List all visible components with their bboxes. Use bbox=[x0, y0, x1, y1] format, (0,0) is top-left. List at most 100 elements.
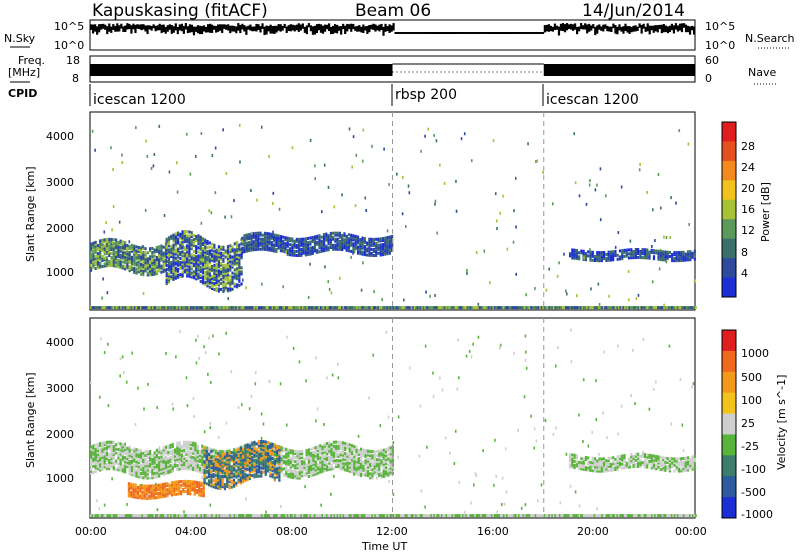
heatmap-cell bbox=[188, 246, 191, 250]
heatmap-cell bbox=[139, 459, 143, 463]
heatmap-cell bbox=[176, 466, 179, 470]
heatmap-cell bbox=[336, 245, 339, 249]
heatmap-cell bbox=[189, 443, 193, 447]
heatmap-cell bbox=[171, 449, 174, 453]
heatmap-cell bbox=[375, 472, 379, 476]
heatmap-cell bbox=[146, 450, 149, 454]
heatmap-cell bbox=[380, 471, 383, 475]
heatmap-cell bbox=[158, 456, 161, 460]
heatmap-cell bbox=[381, 239, 385, 243]
heatmap-cell bbox=[305, 451, 308, 455]
heatmap-cell bbox=[332, 231, 335, 235]
heatmap-cell bbox=[150, 496, 153, 500]
heatmap-cell bbox=[159, 493, 162, 497]
heatmap-cell bbox=[235, 267, 239, 271]
heatmap-cell bbox=[176, 459, 179, 463]
heatmap-cell bbox=[298, 470, 301, 474]
heatmap-cell bbox=[99, 448, 102, 452]
heatmap-cell bbox=[150, 486, 153, 490]
heatmap-cell bbox=[157, 483, 160, 487]
heatmap-cell bbox=[343, 232, 346, 236]
heatmap-cell bbox=[186, 230, 189, 234]
heatmap-cell bbox=[291, 243, 294, 247]
heatmap-cell bbox=[186, 254, 189, 258]
ground-scatter-cell bbox=[421, 306, 424, 310]
ground-scatter-cell bbox=[634, 306, 637, 310]
heatmap-cell bbox=[121, 250, 124, 254]
heatmap-speckle bbox=[605, 194, 607, 198]
heatmap-cell bbox=[217, 263, 221, 267]
heatmap-speckle bbox=[225, 172, 228, 176]
heatmap-cell bbox=[612, 254, 615, 258]
heatmap-cell bbox=[369, 453, 372, 457]
heatmap-cell bbox=[244, 456, 247, 460]
heatmap-cell bbox=[390, 234, 394, 238]
heatmap-cell bbox=[296, 460, 299, 464]
noise-trace-segment bbox=[150, 25, 153, 31]
heatmap-cell bbox=[146, 474, 149, 478]
heatmap-cell bbox=[381, 253, 385, 257]
heatmap-cell bbox=[233, 254, 236, 258]
heatmap-cell bbox=[637, 249, 640, 253]
heatmap-cell bbox=[330, 465, 333, 469]
heatmap-cell bbox=[148, 267, 152, 271]
ground-scatter-cell bbox=[572, 306, 575, 310]
heatmap-cell bbox=[158, 265, 161, 269]
heatmap-cell bbox=[248, 472, 252, 476]
heatmap-speckle bbox=[199, 265, 202, 269]
heatmap-cell bbox=[212, 460, 215, 464]
heatmap-cell bbox=[371, 472, 374, 476]
ground-scatter-cell bbox=[451, 306, 454, 310]
heatmap-cell bbox=[94, 267, 97, 271]
heatmap-cell bbox=[128, 261, 131, 265]
heatmap-cell bbox=[221, 470, 224, 474]
heatmap-cell bbox=[108, 454, 111, 458]
heatmap-cell bbox=[165, 274, 168, 278]
heatmap-cell bbox=[155, 454, 158, 458]
ground-scatter-cell bbox=[248, 306, 251, 310]
heatmap-cell bbox=[195, 265, 198, 269]
heatmap-cell bbox=[289, 451, 292, 455]
noise-trace-segment bbox=[118, 25, 121, 32]
heatmap-cell bbox=[693, 253, 696, 257]
heatmap-cell bbox=[136, 487, 140, 491]
heatmap-cell bbox=[223, 483, 227, 487]
heatmap-cell bbox=[213, 284, 216, 288]
heatmap-cell bbox=[148, 462, 152, 466]
heatmap-cell bbox=[682, 258, 685, 262]
heatmap-cell bbox=[313, 235, 317, 239]
heatmap-cell bbox=[689, 254, 692, 258]
heatmap-cell bbox=[229, 248, 232, 252]
heatmap-cell bbox=[264, 473, 267, 477]
heatmap-cell bbox=[203, 460, 206, 464]
heatmap-cell bbox=[214, 482, 217, 486]
heatmap-speckle bbox=[502, 194, 504, 198]
heatmap-cell bbox=[142, 267, 145, 271]
heatmap-cell bbox=[322, 235, 326, 239]
heatmap-cell bbox=[359, 457, 363, 461]
ground-scatter-cell bbox=[150, 306, 153, 310]
heatmap-cell bbox=[344, 468, 347, 472]
heatmap-cell bbox=[164, 451, 168, 455]
heatmap-cell bbox=[124, 462, 127, 466]
heatmap-cell bbox=[322, 239, 326, 243]
heatmap-cell bbox=[211, 280, 214, 284]
heatmap-speckle bbox=[338, 276, 341, 280]
heatmap-speckle bbox=[327, 185, 330, 189]
heatmap-cell bbox=[105, 444, 109, 448]
heatmap-cell bbox=[135, 474, 138, 478]
heatmap-cell bbox=[266, 232, 269, 236]
heatmap-cell bbox=[185, 444, 188, 448]
heatmap-cell bbox=[286, 244, 289, 248]
heatmap-cell bbox=[582, 253, 585, 257]
heatmap-cell bbox=[160, 258, 163, 262]
heatmap-cell bbox=[117, 261, 120, 265]
heatmap-cell bbox=[235, 469, 238, 473]
heatmap-cell bbox=[233, 272, 236, 276]
noise-trace-segment bbox=[350, 23, 353, 32]
heatmap-cell bbox=[389, 452, 392, 456]
noise-trace-segment bbox=[646, 23, 649, 32]
heatmap-cell bbox=[108, 460, 111, 464]
heatmap-cell bbox=[119, 466, 122, 470]
heatmap-cell bbox=[328, 441, 331, 445]
